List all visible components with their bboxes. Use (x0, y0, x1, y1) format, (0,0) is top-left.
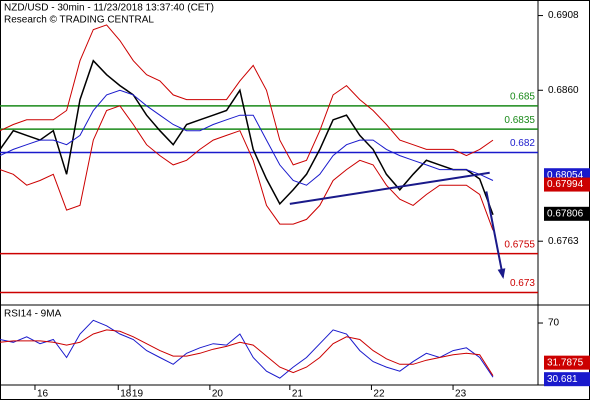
rsi-title: RSI14 - 9MA (4, 309, 62, 320)
price-tag (544, 206, 590, 221)
rsi-tag (544, 372, 590, 387)
series-line (0, 105, 494, 231)
series-line (0, 24, 494, 166)
x-tick-label: 20 (212, 389, 224, 400)
trendline (289, 171, 490, 205)
level-label: 0.685 (510, 91, 535, 102)
price-tag-label: 0.67994 (547, 179, 584, 190)
x-tick-label: 23 (455, 389, 467, 400)
rsi-tick-label: 70 (548, 318, 560, 329)
rsi-tag (544, 355, 590, 370)
level-label: 0.682 (510, 138, 535, 149)
chart-title: NZD/USD - 30min - 11/23/2018 13:37:40 (C… (4, 3, 214, 14)
x-tick-label: 18 (120, 389, 132, 400)
series-line (0, 89, 494, 186)
y-tick-label: 0.6860 (548, 85, 579, 96)
price-tag (544, 177, 590, 192)
x-tick-label: 19 (132, 389, 144, 400)
x-tick-label: 22 (373, 389, 385, 400)
level-label: 0.673 (510, 278, 535, 289)
arrow-head (497, 268, 506, 279)
y-tick-label: 0.6908 (548, 10, 579, 21)
price-tag-label: 0.67806 (547, 208, 584, 219)
level-label: 0.6835 (504, 115, 535, 126)
series-line (0, 319, 494, 379)
series-line (0, 329, 494, 376)
series-line (0, 59, 494, 215)
y-tick-label: 0.6763 (548, 236, 579, 247)
x-tick-label: 16 (37, 389, 49, 400)
rsi-tag-label: 30.681 (547, 374, 578, 385)
price-tag-label: 0.68054 (547, 170, 584, 181)
chart-subtitle: Research © TRADING CENTRAL (4, 15, 154, 26)
level-label: 0.6755 (504, 239, 535, 250)
x-tick-label: 21 (292, 389, 304, 400)
forecast-arrow (485, 191, 505, 278)
rsi-tag-label: 31.7875 (547, 357, 584, 368)
